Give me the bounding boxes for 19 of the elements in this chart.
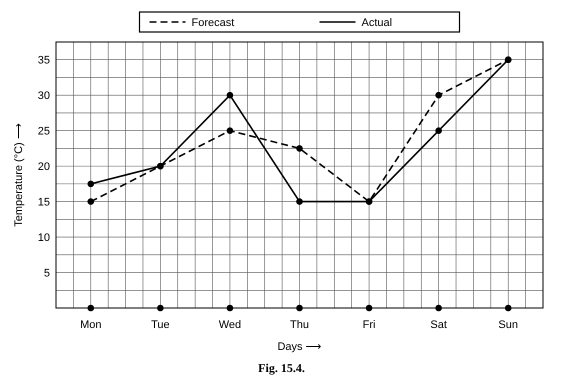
x-tick-label: Thu [290, 319, 309, 331]
x-tick-label: Sat [430, 319, 447, 331]
legend-label: Forecast [192, 16, 234, 29]
y-axis-title: Temperature (°C) ⟶ [13, 123, 25, 227]
legend-label: Actual [362, 16, 392, 29]
x-tick-label: Sun [498, 319, 518, 331]
y-tick-label: 35 [38, 54, 50, 67]
x-tick-label: Fri [362, 319, 376, 331]
y-tick-label: 30 [38, 90, 50, 102]
y-tick-label: 5 [44, 267, 50, 280]
x-axis-title: Days ⟶ [277, 341, 322, 353]
y-tick-label: 10 [38, 232, 50, 244]
caption: Fig. 15.4. [258, 361, 305, 375]
x-tick-label: Wed [218, 319, 242, 331]
x-tick-label: Tue [151, 319, 170, 331]
y-tick-label: 15 [38, 196, 50, 208]
y-tick-label: 20 [38, 160, 50, 173]
x-tick-label: Mon [80, 319, 102, 331]
y-tick-label: 25 [38, 126, 50, 138]
